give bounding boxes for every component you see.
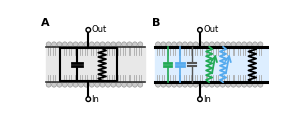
Circle shape bbox=[188, 82, 193, 87]
Circle shape bbox=[68, 82, 73, 87]
Circle shape bbox=[46, 82, 51, 87]
Circle shape bbox=[193, 82, 198, 87]
Circle shape bbox=[52, 42, 56, 47]
Circle shape bbox=[84, 82, 89, 87]
Text: A: A bbox=[40, 18, 49, 28]
Text: Out: Out bbox=[203, 25, 218, 34]
Circle shape bbox=[86, 28, 91, 32]
Circle shape bbox=[172, 42, 177, 47]
Circle shape bbox=[198, 97, 202, 101]
Circle shape bbox=[182, 82, 188, 87]
Circle shape bbox=[62, 42, 67, 47]
Circle shape bbox=[111, 82, 116, 87]
Circle shape bbox=[62, 82, 67, 87]
Circle shape bbox=[209, 82, 214, 87]
Circle shape bbox=[188, 42, 193, 47]
Circle shape bbox=[236, 82, 241, 87]
Circle shape bbox=[247, 82, 252, 87]
Circle shape bbox=[231, 42, 236, 47]
Circle shape bbox=[106, 42, 110, 47]
Circle shape bbox=[231, 82, 236, 87]
Circle shape bbox=[122, 42, 127, 47]
Circle shape bbox=[177, 82, 182, 87]
Circle shape bbox=[199, 82, 204, 87]
Circle shape bbox=[166, 42, 171, 47]
Bar bbox=[46, 47, 145, 82]
Circle shape bbox=[172, 82, 177, 87]
Circle shape bbox=[52, 82, 56, 87]
Circle shape bbox=[106, 82, 110, 87]
Circle shape bbox=[138, 82, 143, 87]
Circle shape bbox=[253, 82, 257, 87]
Circle shape bbox=[166, 82, 171, 87]
Circle shape bbox=[127, 42, 132, 47]
Circle shape bbox=[95, 42, 100, 47]
Circle shape bbox=[193, 42, 198, 47]
Circle shape bbox=[247, 42, 252, 47]
Circle shape bbox=[242, 42, 247, 47]
Circle shape bbox=[84, 42, 89, 47]
Circle shape bbox=[242, 82, 247, 87]
Circle shape bbox=[215, 42, 220, 47]
Circle shape bbox=[161, 42, 166, 47]
Circle shape bbox=[226, 42, 230, 47]
Text: In: In bbox=[92, 95, 99, 104]
Circle shape bbox=[116, 42, 121, 47]
Circle shape bbox=[127, 82, 132, 87]
Circle shape bbox=[253, 42, 257, 47]
Circle shape bbox=[89, 82, 94, 87]
Text: B: B bbox=[152, 18, 160, 28]
Circle shape bbox=[116, 82, 121, 87]
Circle shape bbox=[161, 82, 166, 87]
Circle shape bbox=[79, 82, 83, 87]
Circle shape bbox=[198, 28, 202, 32]
Circle shape bbox=[100, 82, 105, 87]
Circle shape bbox=[220, 42, 225, 47]
Circle shape bbox=[89, 42, 94, 47]
Circle shape bbox=[199, 42, 204, 47]
Circle shape bbox=[132, 42, 137, 47]
Circle shape bbox=[100, 42, 105, 47]
Bar bbox=[155, 47, 268, 82]
Circle shape bbox=[226, 82, 230, 87]
Circle shape bbox=[73, 42, 78, 47]
Circle shape bbox=[79, 42, 83, 47]
Circle shape bbox=[204, 42, 209, 47]
Circle shape bbox=[138, 42, 143, 47]
Circle shape bbox=[57, 82, 62, 87]
Circle shape bbox=[258, 42, 263, 47]
Circle shape bbox=[95, 82, 100, 87]
Circle shape bbox=[122, 82, 127, 87]
Circle shape bbox=[209, 42, 214, 47]
Text: Out: Out bbox=[92, 25, 106, 34]
Circle shape bbox=[86, 97, 91, 101]
Circle shape bbox=[215, 82, 220, 87]
Circle shape bbox=[132, 82, 137, 87]
Circle shape bbox=[155, 82, 160, 87]
Circle shape bbox=[177, 42, 182, 47]
Circle shape bbox=[236, 42, 241, 47]
Circle shape bbox=[111, 42, 116, 47]
Circle shape bbox=[182, 42, 188, 47]
Circle shape bbox=[220, 82, 225, 87]
Circle shape bbox=[57, 42, 62, 47]
Circle shape bbox=[258, 82, 263, 87]
Circle shape bbox=[155, 42, 160, 47]
Text: In: In bbox=[203, 95, 211, 104]
Circle shape bbox=[68, 42, 73, 47]
Circle shape bbox=[46, 42, 51, 47]
Circle shape bbox=[204, 82, 209, 87]
Circle shape bbox=[73, 82, 78, 87]
